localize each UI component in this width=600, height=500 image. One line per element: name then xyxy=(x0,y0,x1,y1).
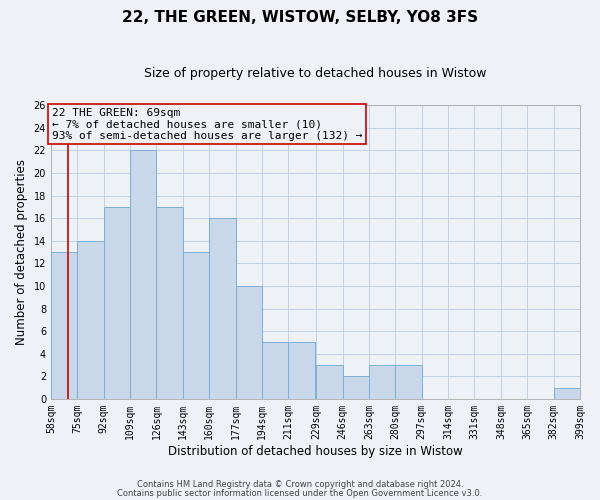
Bar xyxy=(395,365,422,399)
Bar xyxy=(236,286,262,399)
Bar xyxy=(183,252,209,399)
Bar xyxy=(104,207,130,399)
Bar xyxy=(51,252,77,399)
Bar xyxy=(262,342,289,399)
Bar xyxy=(77,241,104,399)
X-axis label: Distribution of detached houses by size in Wistow: Distribution of detached houses by size … xyxy=(168,444,463,458)
Bar xyxy=(130,150,157,399)
Bar xyxy=(369,365,395,399)
Bar xyxy=(554,388,580,399)
Title: Size of property relative to detached houses in Wistow: Size of property relative to detached ho… xyxy=(144,68,487,80)
Y-axis label: Number of detached properties: Number of detached properties xyxy=(15,159,28,345)
Text: Contains public sector information licensed under the Open Government Licence v3: Contains public sector information licen… xyxy=(118,488,482,498)
Bar xyxy=(157,207,183,399)
Bar xyxy=(316,365,343,399)
Bar xyxy=(209,218,236,399)
Bar xyxy=(289,342,314,399)
Text: 22, THE GREEN, WISTOW, SELBY, YO8 3FS: 22, THE GREEN, WISTOW, SELBY, YO8 3FS xyxy=(122,10,478,25)
Text: 22 THE GREEN: 69sqm
← 7% of detached houses are smaller (10)
93% of semi-detache: 22 THE GREEN: 69sqm ← 7% of detached hou… xyxy=(52,108,362,140)
Bar xyxy=(343,376,369,399)
Text: Contains HM Land Registry data © Crown copyright and database right 2024.: Contains HM Land Registry data © Crown c… xyxy=(137,480,463,489)
